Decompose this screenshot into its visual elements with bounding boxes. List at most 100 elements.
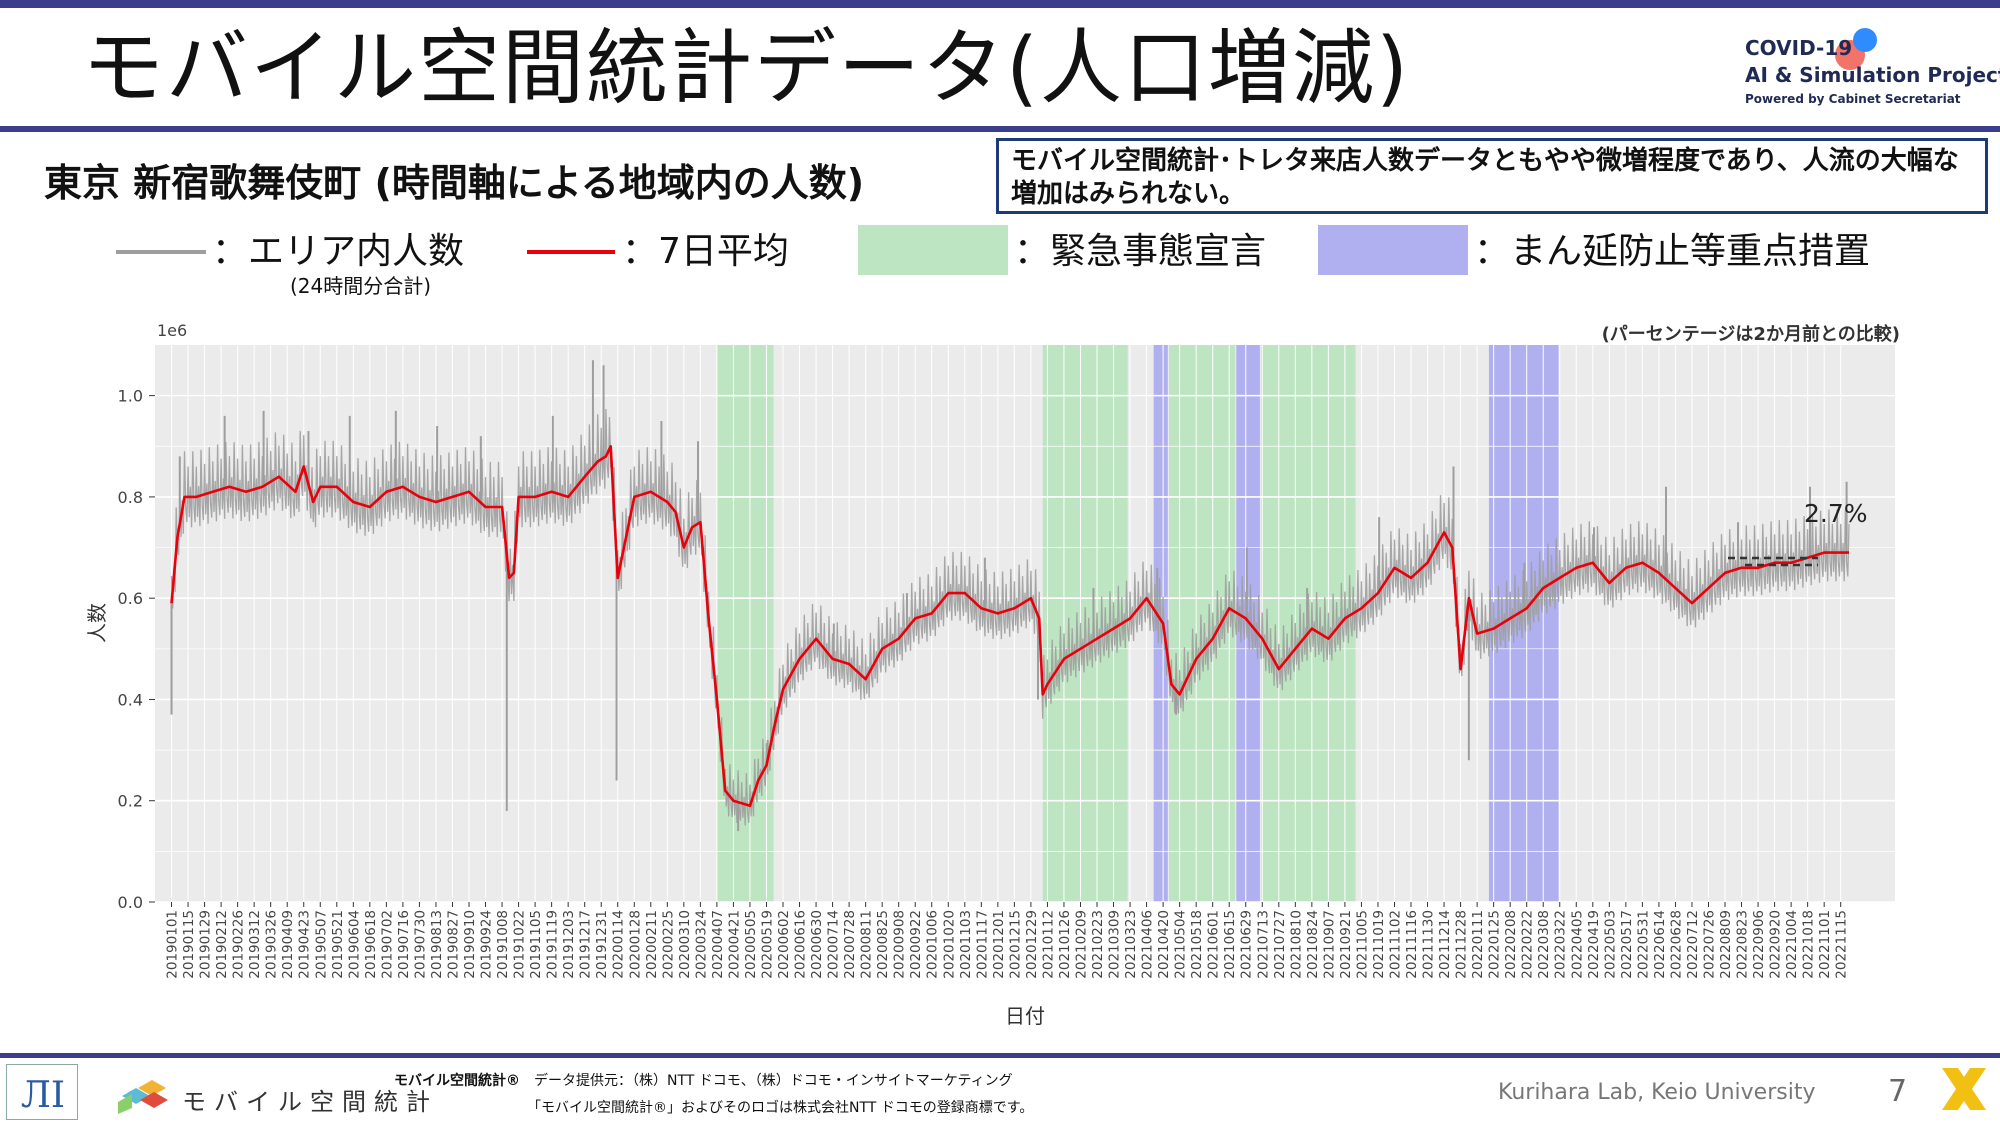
footer-provider: データ提供元：（株）NTT ドコモ、（株）ドコモ・インサイトマーケティング xyxy=(534,1073,1013,1089)
x-tick-label: 20220517 xyxy=(1619,910,1635,979)
x-tick-label: 20190702 xyxy=(379,910,395,979)
page-title: モバイル空間統計データ(人口増減) xyxy=(82,21,1410,116)
x-tick-label: 20201020 xyxy=(941,910,957,979)
x-tick-label: 20220823 xyxy=(1735,910,1751,979)
x-tick-label: 20210126 xyxy=(1057,910,1073,979)
x-tick-label: 20190226 xyxy=(231,910,247,979)
x-tick-label: 20211019 xyxy=(1371,910,1387,979)
x-tick-label: 20191105 xyxy=(528,910,544,979)
y-tick-label: 0.0 xyxy=(118,893,143,912)
x-tick-label: 20210504 xyxy=(1173,910,1189,979)
y-tick-label: 0.8 xyxy=(118,488,143,507)
x-tick-label: 20201215 xyxy=(1007,910,1023,979)
x-tick-label: 20191231 xyxy=(594,910,610,979)
x-tick-label: 20220419 xyxy=(1586,910,1602,979)
page-number: 7 xyxy=(1888,1074,1908,1109)
x-brand-icon xyxy=(1942,1068,1986,1110)
lab-logo-icon: ЛI xyxy=(6,1064,78,1120)
x-tick-label: 20190604 xyxy=(346,910,362,979)
x-tick-label: 20210209 xyxy=(1074,910,1090,979)
x-tick-label: 20210907 xyxy=(1321,910,1337,979)
x-tick-label: 20190813 xyxy=(429,910,445,979)
x-tick-label: 20190312 xyxy=(247,910,263,979)
x-axis-title: 日付 xyxy=(1005,1004,1045,1028)
avg-series-group xyxy=(170,445,1849,808)
raw-daily-line xyxy=(170,408,1850,826)
x-tick-label: 20201201 xyxy=(991,910,1007,979)
x-tick-label: 20200505 xyxy=(743,910,759,979)
x-tick-label: 20200128 xyxy=(627,910,643,979)
footer-trademark: 「モバイル空間統計®」およびそのロゴは株式会社NTT ドコモの登録商標です。 xyxy=(527,1100,1034,1116)
footer-rule xyxy=(0,1053,2000,1058)
x-tick-label: 20210406 xyxy=(1140,910,1156,979)
y-tick-label: 0.4 xyxy=(118,690,143,709)
x-tick-label: 20210629 xyxy=(1239,910,1255,979)
x-tick-label: 20200908 xyxy=(892,910,908,979)
x-tick-label: 20211102 xyxy=(1388,910,1404,979)
footer-lab: Kurihara Lab, Keio University xyxy=(1498,1080,1816,1105)
x-tick-label: 20210727 xyxy=(1272,910,1288,979)
x-tick-label: 20200310 xyxy=(677,910,693,979)
x-tick-label: 20201229 xyxy=(1024,910,1040,979)
mobile-stats-cube-icon xyxy=(118,1080,168,1114)
x-tick-label: 20200811 xyxy=(859,910,875,979)
x-tick-label: 20211116 xyxy=(1404,910,1420,979)
logo-line1: COVID-19 xyxy=(1745,36,1853,60)
x-tick-label: 20190827 xyxy=(446,910,462,979)
x-tick-label: 20190521 xyxy=(330,910,346,979)
x-tick-label: 20221004 xyxy=(1784,910,1800,979)
x-tick-label: 20211130 xyxy=(1421,910,1437,979)
x-tick-label: 20190910 xyxy=(462,910,478,979)
logo-blue-dot xyxy=(1853,28,1877,52)
x-tick-label: 20201006 xyxy=(925,910,941,979)
x-tick-label: 20200225 xyxy=(660,910,676,979)
y-tick-label: 1.0 xyxy=(118,387,143,406)
legend-raw-label: ：エリア内人数 xyxy=(212,231,465,272)
x-tick-label: 20191217 xyxy=(578,910,594,979)
legend-avg-swatch xyxy=(527,250,615,254)
x-tick-label: 20210615 xyxy=(1222,910,1238,979)
x-tick-label: 20220614 xyxy=(1652,910,1668,979)
legend-avg-label: ：7日平均 xyxy=(622,231,789,272)
raw-series-group xyxy=(170,360,1850,832)
x-tick-label: 20190115 xyxy=(181,910,197,979)
chart-panel xyxy=(155,345,1895,902)
svg-text:ЛI: ЛI xyxy=(21,1075,65,1116)
summary-note: モバイル空間統計･トレタ来店人数データともやや微増程度であり、人流の大幅な増加は… xyxy=(996,138,1988,214)
x-tick-label: 20200407 xyxy=(710,910,726,979)
x-tick-label: 20200324 xyxy=(693,910,709,979)
x-tick-label: 20220906 xyxy=(1751,910,1767,979)
logo-line3: Powered by Cabinet Secretariat xyxy=(1745,92,1961,106)
x-axis: 20190101 20190115 20190129 20190212 20190226… xyxy=(165,902,1850,979)
x-tick-label: 20221018 xyxy=(1801,910,1817,979)
footer-brand: モバイル空間統計® xyxy=(394,1073,520,1089)
x-tick-label: 20220503 xyxy=(1602,910,1618,979)
percent-annotation: 2.7% xyxy=(1804,499,1868,528)
x-tick-label: 20210323 xyxy=(1123,910,1139,979)
x-tick-label: 20190129 xyxy=(198,910,214,979)
x-tick-label: 20191022 xyxy=(512,910,528,979)
x-tick-label: 20190730 xyxy=(412,910,428,979)
x-tick-label: 20200602 xyxy=(776,910,792,979)
logo-line2: AI & Simulation Project xyxy=(1745,63,2000,87)
x-tick-label: 20191008 xyxy=(495,910,511,979)
x-tick-label: 20211005 xyxy=(1354,910,1370,979)
x-tick-label: 20210921 xyxy=(1338,910,1354,979)
x-tick-label: 20200922 xyxy=(908,910,924,979)
x-tick-label: 20210420 xyxy=(1156,910,1172,979)
x-tick-label: 20220125 xyxy=(1487,910,1503,979)
x-tick-label: 20210810 xyxy=(1288,910,1304,979)
x-tick-label: 20211214 xyxy=(1437,910,1453,979)
x-tick-label: 20221101 xyxy=(1817,910,1833,979)
x-tick-label: 20201103 xyxy=(958,910,974,979)
x-tick-label: 20200728 xyxy=(842,910,858,979)
x-tick-label: 20190924 xyxy=(479,910,495,979)
footer-logo-text: モバイル空間統計 xyxy=(182,1088,438,1116)
x-tick-label: 20200825 xyxy=(875,910,891,979)
x-tick-label: 20220726 xyxy=(1702,910,1718,979)
x-tick-label: 20190507 xyxy=(313,910,329,979)
x-tick-label: 20211228 xyxy=(1454,910,1470,979)
avg-7day-line xyxy=(170,445,1849,808)
x-tick-label: 20220222 xyxy=(1520,910,1536,979)
x-tick-label: 20220628 xyxy=(1668,910,1684,979)
